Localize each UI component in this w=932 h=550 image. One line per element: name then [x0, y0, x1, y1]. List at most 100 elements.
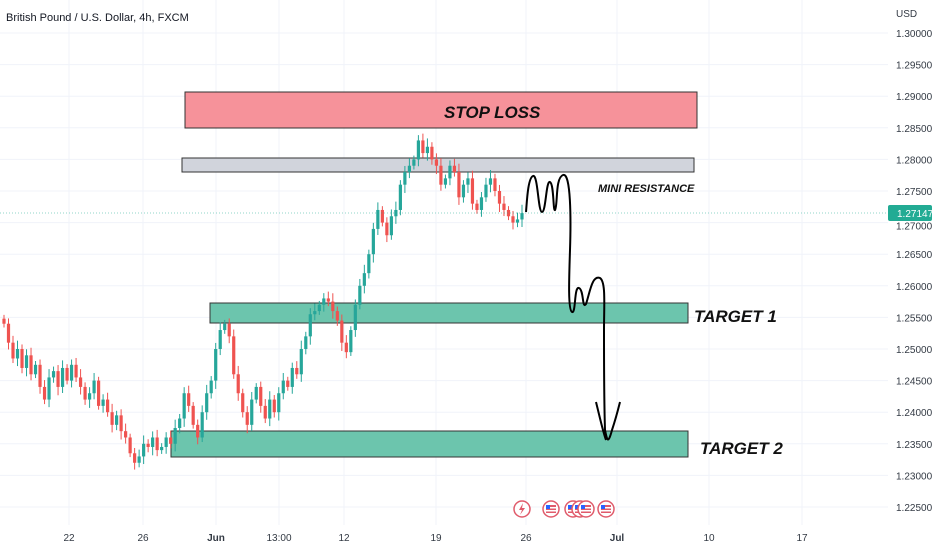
candle-body[interactable]	[223, 323, 227, 331]
candle-body[interactable]	[218, 330, 222, 349]
candle-body[interactable]	[155, 437, 159, 451]
candle-body[interactable]	[313, 311, 317, 315]
target-2-zone[interactable]	[170, 430, 689, 458]
candle-body[interactable]	[340, 320, 344, 343]
candle-body[interactable]	[259, 386, 263, 406]
candle-body[interactable]	[385, 222, 389, 236]
candle-body[interactable]	[196, 424, 200, 438]
candle-body[interactable]	[380, 209, 384, 223]
candle-body[interactable]	[133, 453, 137, 463]
candle-body[interactable]	[403, 172, 407, 185]
candle-body[interactable]	[443, 178, 448, 185]
candle-body[interactable]	[106, 399, 110, 413]
candle-body[interactable]	[376, 209, 380, 229]
candle-body[interactable]	[173, 428, 177, 444]
candle-body[interactable]	[20, 349, 24, 368]
candle-body[interactable]	[200, 412, 204, 438]
candle-body[interactable]	[412, 159, 416, 166]
candle-body[interactable]	[308, 314, 312, 337]
candle-body[interactable]	[160, 446, 164, 451]
candle-body[interactable]	[38, 364, 42, 387]
candle-body[interactable]	[65, 367, 69, 381]
candle-body[interactable]	[344, 342, 348, 353]
candle-body[interactable]	[493, 178, 497, 191]
stop-loss-zone[interactable]	[184, 91, 698, 129]
candle-body[interactable]	[263, 405, 267, 419]
candle-body[interactable]	[83, 386, 87, 400]
candle-body[interactable]	[191, 405, 195, 425]
candle-body[interactable]	[236, 374, 240, 394]
candle-body[interactable]	[101, 399, 105, 406]
candle-body[interactable]	[398, 184, 402, 210]
candle-body[interactable]	[277, 393, 281, 413]
candle-body[interactable]	[124, 431, 128, 438]
candle-body[interactable]	[115, 415, 119, 425]
candle-body[interactable]	[452, 165, 457, 173]
candle-body[interactable]	[96, 380, 101, 406]
candle-body[interactable]	[241, 393, 245, 413]
candle-body[interactable]	[457, 172, 461, 198]
candle-body[interactable]	[268, 399, 272, 419]
candle-body[interactable]	[515, 219, 520, 223]
candle-body[interactable]	[15, 349, 20, 359]
candle-body[interactable]	[353, 304, 357, 331]
candle-body[interactable]	[389, 216, 393, 236]
candle-body[interactable]	[326, 298, 330, 302]
candle-body[interactable]	[299, 349, 303, 375]
candle-body[interactable]	[119, 415, 123, 432]
candle-body[interactable]	[335, 311, 339, 321]
candle-body[interactable]	[250, 399, 254, 425]
candle-body[interactable]	[430, 146, 434, 160]
candle-body[interactable]	[295, 367, 299, 375]
candle-body[interactable]	[362, 273, 366, 286]
candle-body[interactable]	[407, 165, 411, 173]
candle-body[interactable]	[178, 418, 182, 428]
candle-body[interactable]	[47, 377, 51, 400]
candle-body[interactable]	[421, 140, 425, 154]
candle-body[interactable]	[6, 323, 11, 343]
candle-body[interactable]	[78, 377, 83, 387]
candle-body[interactable]	[11, 342, 15, 359]
candle-body[interactable]	[164, 437, 168, 447]
candle-body[interactable]	[322, 298, 326, 305]
candle-body[interactable]	[42, 386, 47, 400]
candle-body[interactable]	[169, 437, 173, 444]
candle-body[interactable]	[349, 330, 353, 353]
candle-body[interactable]	[137, 456, 141, 463]
candle-body[interactable]	[232, 336, 236, 375]
candle-body[interactable]	[24, 355, 29, 368]
us-flag-icon[interactable]	[597, 500, 615, 518]
candle-body[interactable]	[520, 213, 524, 220]
candle-body[interactable]	[151, 437, 155, 447]
us-flag-icon[interactable]	[577, 500, 595, 518]
candle-body[interactable]	[479, 197, 484, 210]
candle-body[interactable]	[290, 367, 294, 387]
candle-body[interactable]	[69, 364, 74, 381]
candle-body[interactable]	[470, 178, 475, 204]
candle-body[interactable]	[214, 349, 218, 381]
symbol-title[interactable]: British Pound / U.S. Dollar, 4h, FXCM	[6, 12, 189, 24]
candle-body[interactable]	[60, 367, 65, 387]
candle-body[interactable]	[227, 323, 231, 337]
candle-body[interactable]	[142, 443, 146, 457]
candle-body[interactable]	[205, 393, 209, 413]
candle-body[interactable]	[511, 216, 515, 223]
candle-body[interactable]	[434, 159, 439, 166]
price-axis[interactable]: 1.30000 1.29500 1.29000 1.28500 1.28000 1.275…	[896, 29, 932, 514]
candle-body[interactable]	[502, 203, 506, 210]
candle-body[interactable]	[254, 386, 258, 400]
target-1-zone[interactable]	[209, 302, 689, 324]
candle-body[interactable]	[475, 203, 479, 210]
candle-body[interactable]	[245, 412, 249, 425]
candle-body[interactable]	[209, 380, 213, 394]
candle-body[interactable]	[331, 301, 335, 312]
candle-body[interactable]	[272, 399, 276, 413]
candle-body[interactable]	[110, 412, 114, 425]
us-flag-icon[interactable]	[542, 500, 560, 518]
candle-body[interactable]	[29, 355, 33, 375]
candle-body[interactable]	[87, 393, 92, 400]
candle-body[interactable]	[439, 165, 443, 185]
candle-body[interactable]	[51, 371, 56, 378]
candle-body[interactable]	[497, 191, 502, 204]
candle-body[interactable]	[286, 380, 290, 387]
